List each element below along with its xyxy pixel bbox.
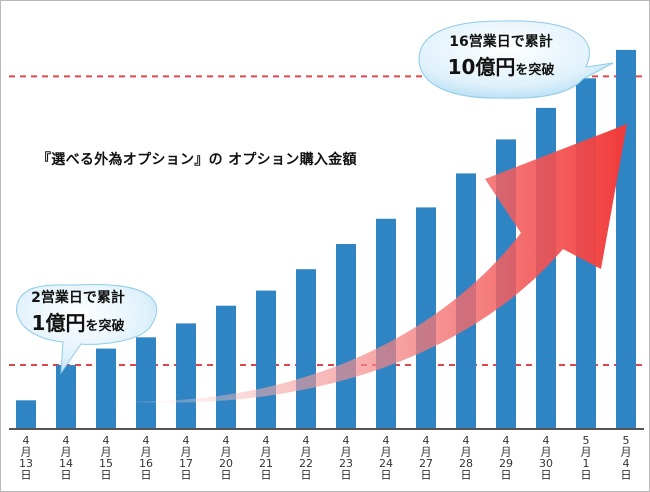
callout-right-line1: 16営業日で累計 bbox=[449, 34, 553, 50]
bar-15 bbox=[616, 49, 636, 429]
bar-2 bbox=[96, 348, 116, 428]
callout-left: 2営業日で累計 1億円を突破 bbox=[5, 287, 151, 336]
x-tick-label-9: 4 月 24 日 bbox=[379, 434, 393, 482]
callout-left-line1: 2営業日で累計 bbox=[31, 290, 125, 306]
bar-10 bbox=[416, 207, 436, 428]
bar-6 bbox=[256, 290, 276, 428]
bar-0 bbox=[16, 400, 36, 428]
bar-3 bbox=[136, 337, 156, 428]
x-tick-label-1: 4 月 14 日 bbox=[59, 434, 73, 482]
bar-7 bbox=[296, 269, 316, 428]
x-tick-label-7: 4 月 22 日 bbox=[299, 434, 313, 482]
x-tick-label-0: 4 月 13 日 bbox=[19, 434, 33, 482]
x-tick-label-2: 4 月 15 日 bbox=[99, 434, 113, 482]
chart-title: 『選べる外為オプション』の オプション購入金額 bbox=[37, 152, 357, 168]
bar-4 bbox=[176, 323, 196, 428]
bar-1 bbox=[56, 365, 76, 428]
callout-right-amount: 10億円 bbox=[447, 55, 516, 79]
callout-left-bubble bbox=[16, 283, 158, 375]
bar-9 bbox=[376, 218, 396, 428]
x-tick-label-5: 4 月 20 日 bbox=[219, 434, 233, 482]
callout-right-suffix: を突破 bbox=[515, 63, 555, 78]
x-tick-label-6: 4 月 21 日 bbox=[259, 434, 273, 482]
bar-8 bbox=[336, 244, 356, 428]
growth-arrow bbox=[89, 124, 627, 403]
bar-5 bbox=[216, 305, 236, 428]
x-tick-label-3: 4 月 16 日 bbox=[139, 434, 153, 482]
x-tick-label-10: 4 月 27 日 bbox=[419, 434, 433, 482]
x-tick-label-13: 4 月 30 日 bbox=[539, 434, 553, 482]
callout-right-bubble bbox=[418, 20, 614, 99]
callout-left-amount: 1億円 bbox=[31, 311, 86, 335]
callout-right: 16営業日で累計 10億円を突破 bbox=[421, 31, 581, 80]
x-tick-label-11: 4 月 28 日 bbox=[459, 434, 473, 482]
x-tick-label-4: 4 月 17 日 bbox=[179, 434, 193, 482]
x-tick-label-8: 4 月 23 日 bbox=[339, 434, 353, 482]
x-tick-label-12: 4 月 29 日 bbox=[499, 434, 513, 482]
callout-left-suffix: を突破 bbox=[85, 319, 125, 334]
x-tick-labels: 4 月 13 日 4 月 14 日 4 月 15 日 4 月 16 日 4 月 17 日 4 月 20 日 4 月 21 日 4 月 22 日… bbox=[19, 434, 632, 482]
